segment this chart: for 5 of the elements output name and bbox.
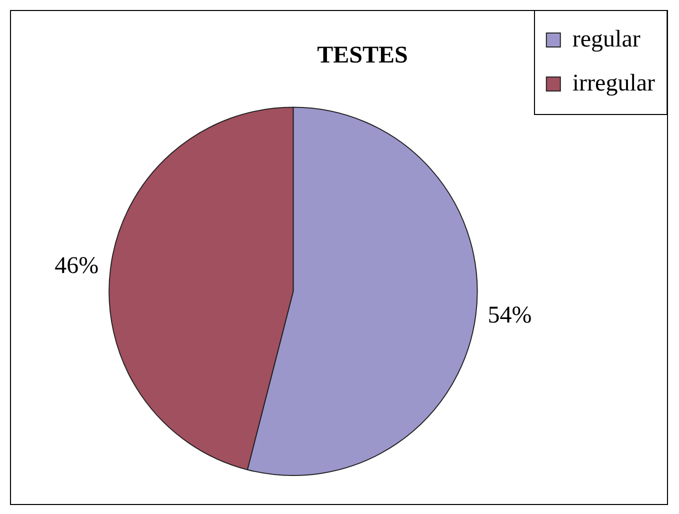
- legend-label: regular: [572, 26, 640, 52]
- legend-label: irregular: [572, 70, 656, 96]
- data-label: 46%: [54, 253, 99, 280]
- text: TESTES: [317, 42, 408, 69]
- data-label: 54%: [488, 302, 532, 328]
